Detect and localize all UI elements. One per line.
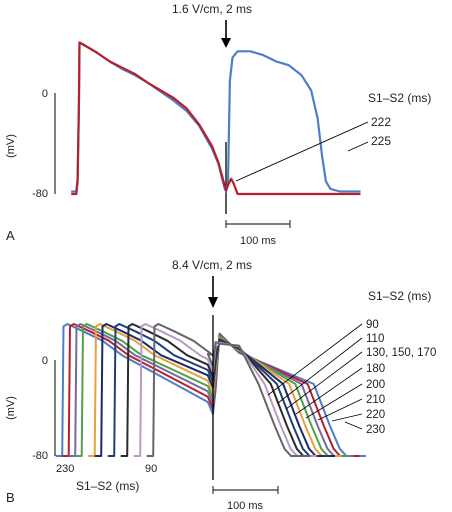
panel-b-legend-entry-7: 230 (366, 424, 385, 436)
panel-b-label: B (6, 490, 15, 505)
panel-b-xtick-230: 230 (56, 463, 74, 475)
panel-a-stimulus-label: 1.6 V/cm, 2 ms (172, 2, 252, 16)
panel-b-scalebar-label: 100 ms (227, 500, 264, 512)
panel-a-ytick-0: 0 (42, 88, 48, 100)
panel-a-scalebar (225, 220, 291, 228)
panel-a-legend-225: 225 (371, 134, 391, 148)
panel-a-label: A (6, 228, 15, 243)
panel-a-leader-225 (347, 141, 369, 152)
panel-b-stimulus-arrowhead (208, 297, 218, 308)
panel-b-ylabel: (mV) (5, 396, 17, 420)
panel-b-legend-entry-2: 130, 150, 170 (366, 347, 436, 359)
panel-b: 8.4 V/cm, 2 ms 0 -80 (mV) S1–S2 (ms) 90 1… (5, 258, 436, 512)
panel-b-legend-entry-3: 180 (366, 363, 385, 375)
panel-b-stimulus-label: 8.4 V/cm, 2 ms (172, 258, 252, 272)
panel-b-legend-entry-4: 200 (366, 379, 385, 391)
panel-a-series-group (71, 41, 361, 196)
panel-b-ytick-0: 0 (42, 355, 48, 367)
panel-a-ytick-neg80: -80 (32, 188, 48, 200)
panel-a-legend-222: 222 (371, 115, 391, 129)
panel-b-xtick-90: 90 (145, 463, 157, 475)
panel-b-legend-entry-0: 90 (366, 319, 379, 331)
panel-b-series-group (55, 323, 366, 457)
panel-a-scalebar-label: 100 ms (240, 235, 277, 247)
panel-b-leader-4 (305, 383, 363, 419)
panel-b-leader-2 (285, 351, 363, 410)
panel-a-legend-title: S1–S2 (ms) (368, 91, 431, 105)
panel-b-legend-group: 90 110 130, 150, 170 180 200 210 220 230 (267, 319, 436, 436)
panel-b-leader-7 (344, 421, 363, 430)
panel-a-leader-222 (235, 121, 369, 182)
panel-a-stimulus-arrowhead (221, 38, 231, 48)
panel-b-legend-entry-5: 210 (366, 394, 385, 406)
panel-b-leader-6 (331, 413, 363, 422)
panel-b-legend-entry-1: 110 (366, 333, 384, 345)
panel-b-xaxis-label: S1–S2 (ms) (76, 479, 139, 493)
panel-a-trace-222 (71, 41, 361, 196)
panel-b-leader-1 (277, 337, 363, 404)
panel-b-ytick-neg80: -80 (32, 450, 48, 462)
panel-b-scalebar (212, 486, 279, 494)
panel-b-legend-title: S1–S2 (ms) (368, 289, 431, 303)
panel-a-ylabel: (mV) (5, 134, 17, 158)
panel-b-leader-0 (267, 323, 363, 396)
panel-a: 1.6 V/cm, 2 ms 0 -80 (mV) S1–S2 (ms) 222… (5, 2, 431, 247)
panel-b-leader-5 (317, 398, 363, 421)
panel-b-leader-3 (295, 367, 363, 415)
panel-b-legend-entry-6: 220 (366, 409, 385, 421)
